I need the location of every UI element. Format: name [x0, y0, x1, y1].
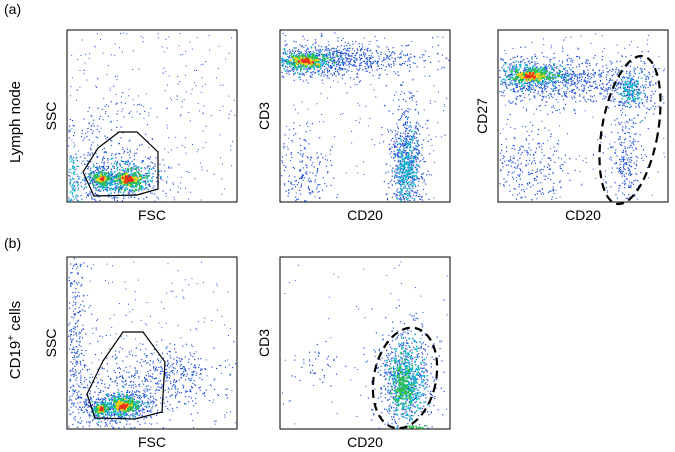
- plot-a2-events: [281, 32, 450, 202]
- plot-a3-cd20-cd27: CD20 CD27: [474, 29, 669, 223]
- plot-b2-y-label: CD3: [256, 329, 272, 357]
- plot-b1-frame: [66, 256, 238, 430]
- plot-a3-frame: [497, 29, 669, 203]
- plot-a2-x-label: CD20: [347, 207, 383, 223]
- plot-b2-x-label: CD20: [347, 434, 383, 450]
- plot-a3-events: [499, 33, 666, 201]
- plot-a1-fsc-ssc: FSC SSC: [43, 29, 238, 223]
- plot-a3-b-cell-gate: [598, 54, 662, 206]
- plot-a3-y-label: CD27: [474, 98, 490, 134]
- plot-b2-events: [282, 261, 448, 430]
- plot-b2-frame: [279, 256, 451, 430]
- plot-b1-y-label: SSC: [43, 329, 59, 358]
- plot-a1-y-label: SSC: [43, 102, 59, 131]
- plot-a1-lymphocyte-gate: [82, 131, 159, 197]
- plot-a2-cd20-cd3: CD20 CD3: [256, 29, 451, 223]
- plot-b1-fsc-ssc: FSC SSC: [43, 256, 238, 450]
- panel-b-label: (b): [4, 235, 21, 251]
- plot-a3-x-label: CD20: [565, 207, 601, 223]
- plot-b1-lymphocyte-gate: [86, 331, 166, 420]
- row-label-lymph-node: Lymph node: [7, 81, 24, 163]
- plot-a1-frame: [66, 29, 238, 203]
- plot-a2-frame: [279, 29, 451, 203]
- row-label-cd19-cells: CD19+ cells: [6, 301, 24, 379]
- plot-a1-events: [68, 32, 236, 202]
- plot-a1-x-label: FSC: [138, 207, 166, 223]
- plot-b2-cd20-cd3: CD20 CD3: [256, 256, 451, 450]
- plot-a2-y-label: CD3: [256, 102, 272, 130]
- panel-a-label: (a): [4, 1, 21, 17]
- plot-b1-x-label: FSC: [138, 434, 166, 450]
- plot-b2-cd20-gate: [371, 326, 439, 430]
